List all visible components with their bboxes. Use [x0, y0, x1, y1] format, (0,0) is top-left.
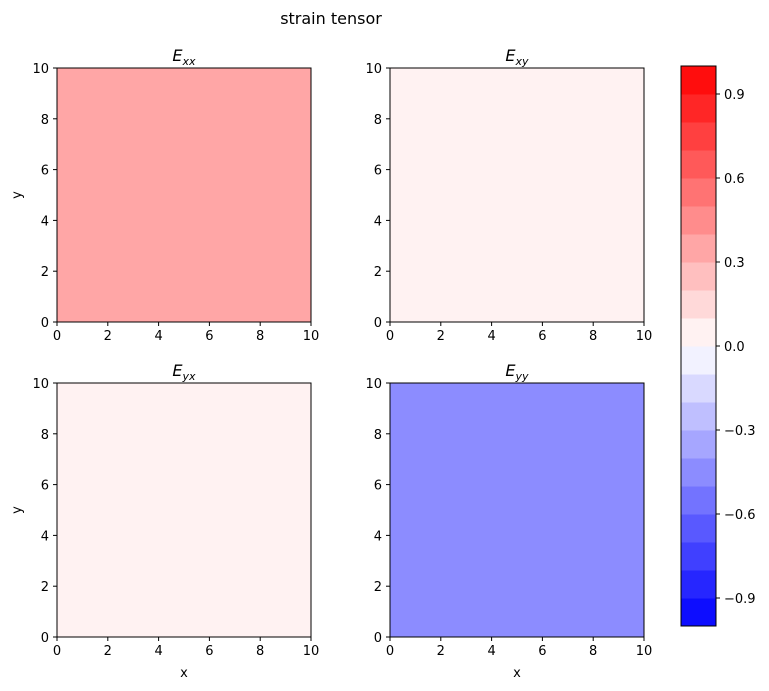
colorbar-level	[681, 486, 716, 515]
x-tick-label: 10	[636, 644, 653, 659]
x-tick-label: 8	[589, 644, 597, 659]
x-tick-label: 6	[205, 329, 213, 344]
y-tick-label: 0	[374, 316, 382, 331]
colorbar-tick-label: −0.9	[724, 592, 756, 607]
colorbar-level	[681, 458, 716, 487]
panel-title-exy: Exy	[505, 46, 529, 68]
x-tick-label: 0	[386, 329, 394, 344]
y-tick-label: 10	[32, 377, 49, 392]
colorbar-level	[681, 402, 716, 431]
y-tick-label: 6	[374, 164, 382, 179]
y-tick-label: 2	[374, 580, 382, 595]
x-tick-label: 6	[205, 644, 213, 659]
x-tick-label: 6	[538, 329, 546, 344]
colorbar-tick-label: 0.9	[724, 88, 745, 103]
panel-title-eyy: Eyy	[505, 361, 529, 383]
x-axis-label: x	[513, 666, 521, 681]
y-tick-label: 8	[374, 113, 382, 128]
y-tick-label: 10	[365, 377, 382, 392]
x-tick-label: 4	[154, 644, 162, 659]
colorbar-level	[681, 94, 716, 123]
colorbar-tick-label: −0.3	[724, 424, 756, 439]
colorbar-level	[681, 542, 716, 571]
axes-frame-eyx	[56, 382, 312, 638]
x-tick-label: 2	[104, 644, 112, 659]
x-tick-label: 4	[154, 329, 162, 344]
x-tick-label: 8	[256, 329, 264, 344]
colorbar-level	[681, 262, 716, 291]
panel-title-eyx: Eyx	[172, 361, 196, 383]
colorbar-level	[681, 598, 716, 627]
y-tick-label: 8	[41, 113, 49, 128]
colorbar: −0.9 −0.6 −0.3 0.0 0.3 0.6 0.9	[680, 65, 756, 627]
x-tick-label: 0	[386, 644, 394, 659]
y-tick-label: 2	[41, 580, 49, 595]
x-tick-label: 2	[104, 329, 112, 344]
field-eyx	[57, 383, 311, 637]
colorbar-level	[681, 290, 716, 319]
y-tick-label: 8	[374, 428, 382, 443]
colorbar-level	[681, 570, 716, 599]
colorbar-tick-label: 0.0	[724, 340, 745, 355]
y-tick-label: 2	[374, 265, 382, 280]
x-tick-label: 0	[53, 329, 61, 344]
panel-eyx: Eyx 0 2 4 6 8 10 0 2 4 6 8 10 x y	[10, 361, 319, 681]
field-exy	[390, 68, 644, 322]
colorbar-level	[681, 206, 716, 235]
y-tick-label: 8	[41, 428, 49, 443]
x-tick-label: 4	[487, 644, 495, 659]
x-tick-label: 10	[303, 329, 320, 344]
y-tick-label: 10	[32, 62, 49, 77]
field-exx	[57, 68, 311, 322]
colorbar-level	[681, 430, 716, 459]
y-tick-label: 6	[41, 164, 49, 179]
colorbar-level	[681, 178, 716, 207]
x-tick-label: 6	[538, 644, 546, 659]
x-tick-label: 4	[487, 329, 495, 344]
panels-group: Exx 0 2 4 6 8 10 0 2 4 6 8 10 y Exy 0 2 4 6 8 10 0 2 4 6 8 10 Eyx 0 2…	[10, 46, 652, 681]
axes-frame-eyy	[389, 382, 645, 638]
colorbar-level	[681, 374, 716, 403]
x-tick-label: 8	[589, 329, 597, 344]
colorbar-level	[681, 122, 716, 151]
colorbar-tick-label: −0.6	[724, 508, 756, 523]
y-axis-label: y	[10, 506, 25, 514]
field-eyy	[390, 383, 644, 637]
colorbar-level	[681, 150, 716, 179]
y-tick-label: 6	[374, 479, 382, 494]
colorbar-level	[681, 234, 716, 263]
y-tick-label: 4	[41, 214, 49, 229]
y-tick-label: 10	[365, 62, 382, 77]
y-tick-label: 6	[41, 479, 49, 494]
axes-frame-exy	[389, 67, 645, 323]
axes-frame-exx	[56, 67, 312, 323]
colorbar-level	[681, 66, 716, 95]
y-tick-label: 0	[374, 631, 382, 646]
y-tick-label: 4	[41, 529, 49, 544]
y-tick-label: 4	[374, 529, 382, 544]
x-tick-label: 2	[437, 329, 445, 344]
x-tick-label: 2	[437, 644, 445, 659]
figure-title: strain tensor	[280, 9, 382, 28]
colorbar-level	[681, 346, 716, 375]
y-axis-label: y	[10, 191, 25, 199]
panel-title-exx: Exx	[172, 46, 196, 68]
y-tick-label: 0	[41, 631, 49, 646]
x-tick-label: 0	[53, 644, 61, 659]
y-tick-label: 2	[41, 265, 49, 280]
x-tick-label: 10	[303, 644, 320, 659]
colorbar-tick-label: 0.3	[724, 256, 745, 271]
panel-exy: Exy 0 2 4 6 8 10 0 2 4 6 8 10	[365, 46, 652, 344]
panel-eyy: Eyy 0 2 4 6 8 10 0 2 4 6 8 10 x	[365, 361, 652, 681]
x-tick-label: 8	[256, 644, 264, 659]
y-tick-label: 0	[41, 316, 49, 331]
panel-exx: Exx 0 2 4 6 8 10 0 2 4 6 8 10 y	[10, 46, 319, 344]
colorbar-tick-label: 0.6	[724, 172, 745, 187]
y-tick-label: 4	[374, 214, 382, 229]
colorbar-level	[681, 514, 716, 543]
x-axis-label: x	[180, 666, 188, 681]
colorbar-level	[681, 318, 716, 347]
x-tick-label: 10	[636, 329, 653, 344]
